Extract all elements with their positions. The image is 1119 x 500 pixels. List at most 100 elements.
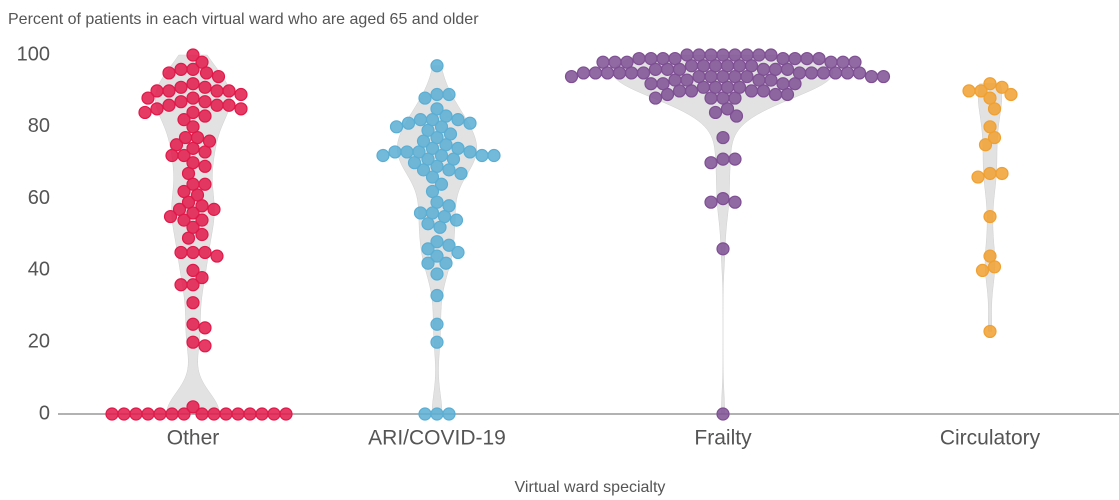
- dot: [487, 148, 501, 163]
- dot: [186, 91, 200, 105]
- dot: [150, 84, 164, 98]
- dot: [178, 130, 193, 145]
- dot: [430, 249, 444, 263]
- dot: [983, 324, 997, 339]
- dot: [430, 267, 444, 281]
- dot: [181, 231, 196, 245]
- dot: [219, 407, 233, 421]
- x-axis-label: Virtual ward specialty: [515, 479, 666, 496]
- dot: [198, 80, 212, 94]
- dot: [138, 105, 152, 120]
- dot: [788, 77, 802, 91]
- dot: [983, 209, 997, 224]
- dot: [186, 278, 200, 292]
- dot: [389, 120, 404, 134]
- dot: [864, 69, 879, 84]
- dot: [729, 109, 744, 123]
- dot: [612, 66, 627, 80]
- dot: [475, 148, 489, 163]
- dot: [442, 163, 456, 177]
- dot: [962, 84, 976, 98]
- dot: [449, 213, 464, 227]
- dot: [987, 260, 1002, 274]
- dot: [279, 407, 293, 421]
- dot: [636, 66, 651, 80]
- dot: [222, 84, 236, 98]
- dot: [413, 206, 428, 220]
- dot: [840, 66, 855, 80]
- dot: [728, 195, 742, 209]
- dot: [234, 102, 248, 116]
- dot: [780, 62, 795, 76]
- dot: [186, 77, 200, 91]
- dot: [995, 80, 1009, 94]
- dot: [198, 339, 212, 353]
- dot: [430, 317, 444, 331]
- dot: [804, 66, 819, 80]
- dot: [234, 87, 248, 102]
- y-tick-label: 60: [28, 187, 50, 209]
- dot: [716, 152, 730, 166]
- dot: [716, 130, 730, 145]
- dot: [983, 166, 997, 181]
- dot: [716, 192, 730, 206]
- dot: [198, 321, 212, 335]
- dot: [430, 87, 444, 102]
- dot: [425, 170, 440, 184]
- y-tick-label: 20: [28, 330, 50, 352]
- dot: [207, 202, 221, 216]
- dot: [165, 148, 179, 163]
- dot: [430, 288, 444, 303]
- x-tick-label: ARI/COVID-19: [368, 427, 506, 450]
- dot: [150, 102, 164, 116]
- dot: [195, 407, 209, 421]
- dot: [198, 95, 212, 109]
- dot: [430, 335, 444, 349]
- dot: [442, 238, 456, 252]
- dot: [756, 84, 771, 98]
- dot: [768, 87, 783, 102]
- dot: [231, 407, 245, 421]
- dot: [199, 66, 214, 80]
- dot: [177, 113, 191, 127]
- dot: [416, 163, 431, 177]
- dot: [632, 51, 646, 66]
- dot: [696, 80, 711, 94]
- dot: [174, 278, 188, 292]
- dot: [198, 245, 212, 260]
- dot: [463, 145, 477, 159]
- dot: [177, 213, 191, 227]
- dot: [430, 59, 444, 73]
- dot: [644, 77, 658, 91]
- dot: [153, 407, 167, 421]
- dot: [198, 159, 212, 173]
- dot: [195, 270, 209, 285]
- dot: [186, 141, 200, 155]
- dot: [177, 407, 191, 421]
- dot: [716, 242, 730, 256]
- dot: [624, 66, 639, 80]
- dot: [186, 296, 200, 310]
- dot: [198, 145, 212, 159]
- x-tick-label: Other: [167, 427, 220, 450]
- dot: [141, 91, 155, 105]
- dot: [660, 87, 675, 102]
- dot: [418, 407, 432, 421]
- dot: [186, 62, 200, 76]
- dot: [186, 245, 200, 260]
- dot: [174, 95, 188, 109]
- dot: [195, 199, 209, 213]
- dot: [728, 91, 742, 105]
- dot: [186, 317, 200, 331]
- dot: [987, 102, 1002, 116]
- dot: [210, 249, 224, 263]
- dot: [995, 166, 1009, 181]
- dot: [442, 87, 456, 102]
- dot: [588, 66, 603, 80]
- dot: [708, 105, 723, 120]
- dot: [434, 177, 449, 191]
- dot: [174, 62, 188, 76]
- dot: [812, 51, 826, 66]
- dot: [978, 138, 993, 152]
